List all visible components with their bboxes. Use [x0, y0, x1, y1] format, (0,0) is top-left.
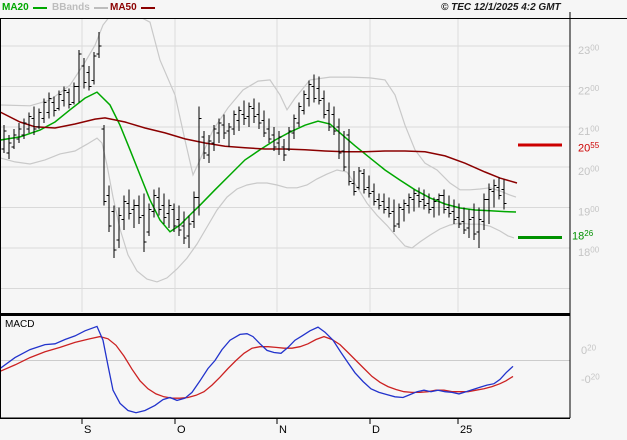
bollinger-upper-line [1, 19, 517, 198]
month-label: O [177, 424, 186, 436]
y-axis-label: 1900 [578, 205, 600, 219]
macd-panel-title: MACD [5, 319, 35, 330]
month-label: D [372, 424, 380, 436]
bollinger-lower-line [1, 137, 515, 283]
legend-label-bbands: BBands [52, 2, 90, 13]
legend-item-ma20: MA20 [2, 2, 47, 14]
macd-line [1, 325, 514, 414]
macd-axis-label: -020 [581, 373, 600, 387]
month-label: S [84, 424, 91, 436]
chart-legend: MA20 BBands MA50 [0, 2, 430, 16]
legend-item-bbands: BBands [52, 2, 108, 14]
legend-label-ma20: MA20 [2, 2, 29, 13]
macd-plot [1, 325, 514, 414]
ma50-line-swatch [140, 7, 155, 9]
legend-label-ma50: MA50 [110, 2, 137, 13]
price-plot [1, 19, 518, 283]
y-axis-label: 2100 [578, 124, 600, 138]
legend-item-ma50: MA50 [110, 2, 155, 14]
y-axis-label: 2300 [578, 44, 600, 58]
y-axis-label: 1800 [578, 246, 600, 260]
ma20-line-swatch [32, 7, 47, 9]
ma50-line [1, 111, 518, 184]
panel-separator [0, 313, 570, 316]
month-label: 25 [460, 424, 472, 436]
macd-axis-label: 020 [581, 344, 597, 358]
month-label: N [279, 424, 287, 436]
last-value-label: 2055 [578, 141, 600, 155]
copyright-text: © TEC 12/1/2025 4:2 GMT [441, 2, 561, 13]
ma20-line [1, 91, 517, 233]
bbands-line-swatch [93, 7, 108, 9]
last-value-label: 1826 [572, 229, 594, 243]
y-axis-label: 2000 [578, 165, 600, 179]
macd-signal-line [1, 335, 514, 399]
y-axis-label: 2200 [578, 84, 600, 98]
